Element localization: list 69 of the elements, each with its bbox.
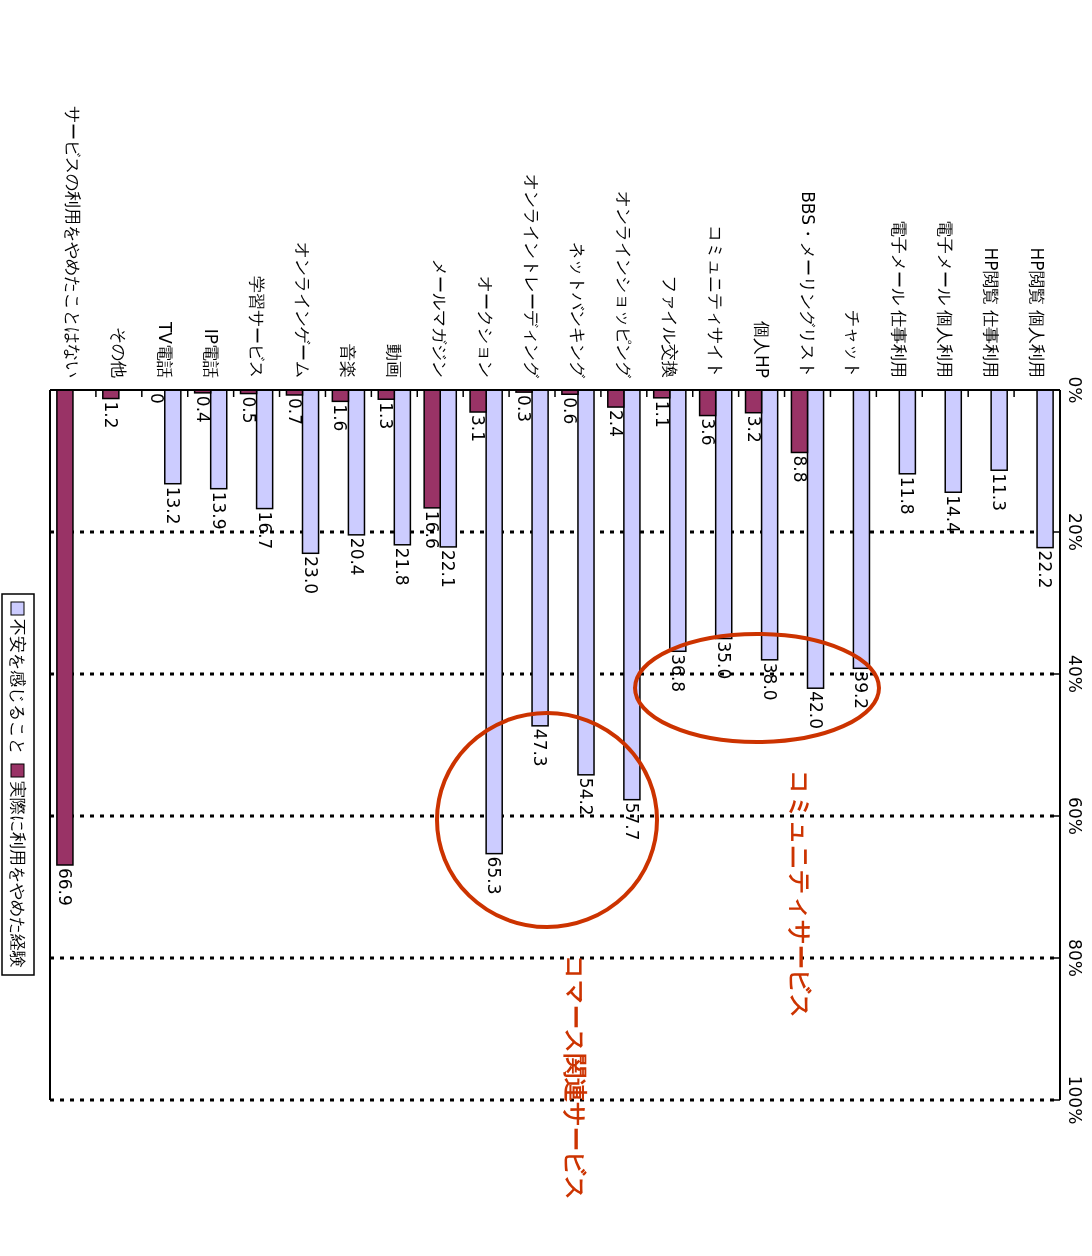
y-tick-label: 60%: [1065, 797, 1086, 835]
data-label: 0.6: [559, 397, 580, 425]
data-label: 42.0: [805, 691, 826, 730]
data-label: 22.1: [438, 549, 459, 588]
x-tick-label: 電子メール 個人利用: [935, 219, 956, 378]
x-tick-label: チャット: [843, 310, 864, 378]
x-tick-label: BBS・メーリングリスト: [797, 191, 818, 378]
data-label: 39.2: [851, 671, 872, 710]
data-label: 21.8: [392, 547, 413, 586]
y-tick-label: 20%: [1065, 513, 1086, 551]
data-label: 8.8: [789, 455, 810, 483]
x-tick-label: その他: [108, 327, 129, 378]
data-label: 65.3: [484, 856, 505, 895]
data-label: 0.4: [192, 395, 213, 423]
data-label: 54.2: [576, 777, 597, 816]
data-label: 38.0: [759, 662, 780, 701]
data-label: 0.3: [514, 395, 535, 423]
x-tick-label: 電子メール 仕事利用: [889, 219, 910, 378]
x-tick-label: コミュニティサイト: [705, 225, 726, 378]
x-tick-label: HP閲覧 仕事利用: [981, 247, 1002, 378]
data-label: 36.8: [667, 654, 688, 693]
x-tick-label: サービスの利用をやめたことはない: [63, 106, 83, 378]
data-label: 22.2: [1035, 550, 1056, 589]
data-label: 3.1: [468, 415, 489, 443]
x-tick-label: IP電話: [200, 328, 221, 378]
y-tick-label: 100%: [1065, 1075, 1086, 1125]
data-label: 1.2: [100, 401, 121, 429]
x-tick-label: 個人HP: [751, 320, 772, 378]
data-label: 11.3: [989, 473, 1010, 512]
x-tick-label: ネットバンキング: [568, 242, 588, 379]
data-label: 1.1: [651, 400, 672, 428]
data-label: 66.9: [54, 867, 75, 906]
data-label: 13.2: [162, 486, 183, 525]
y-tick-label: 80%: [1065, 939, 1086, 977]
data-label: 14.4: [943, 495, 964, 534]
x-tick-label: 動画: [384, 344, 405, 378]
legend-label: 不安を感じること: [8, 619, 29, 755]
annotation: コマース関連サービス: [560, 955, 589, 1201]
x-tick-label: メールマガジン: [430, 259, 451, 378]
x-tick-label: HP閲覧 個人利用: [1027, 247, 1048, 378]
x-tick-label: 音楽: [338, 344, 359, 378]
data-label: 16.6: [422, 510, 443, 549]
legend-label: 実際に利用をやめた経験: [8, 781, 29, 968]
x-tick-label: オークション: [476, 276, 497, 378]
data-label: 0.7: [284, 397, 305, 426]
data-label: 13.9: [208, 491, 229, 530]
x-tick-label: TV電話: [154, 320, 175, 378]
data-label: 0.5: [238, 396, 259, 424]
data-label: 3.6: [697, 418, 718, 446]
x-tick-label: 学習サービス: [246, 276, 267, 378]
x-tick-label: オンラインゲーム: [292, 242, 313, 378]
data-label: 35.0: [713, 641, 734, 680]
data-label: 11.8: [897, 476, 918, 515]
data-label: 20.4: [346, 537, 367, 576]
data-label: 47.3: [530, 728, 551, 767]
y-tick-label: 40%: [1065, 655, 1086, 693]
data-label: 57.7: [621, 802, 642, 841]
x-tick-label: オンライントレーディング: [522, 174, 543, 379]
data-label: 1.3: [376, 402, 397, 430]
data-label: 23.0: [300, 556, 321, 595]
annotation: コミュニティサービス: [785, 770, 814, 1019]
data-label: 0: [146, 393, 167, 404]
data-label: 1.6: [330, 404, 351, 432]
data-label: 16.7: [254, 511, 275, 550]
data-label: 3.2: [743, 415, 764, 443]
y-tick-label: 0%: [1065, 376, 1086, 404]
x-tick-label: オンラインショッピング: [613, 191, 634, 379]
data-label: 2.4: [605, 410, 626, 438]
x-tick-label: ファイル交換: [659, 276, 680, 378]
